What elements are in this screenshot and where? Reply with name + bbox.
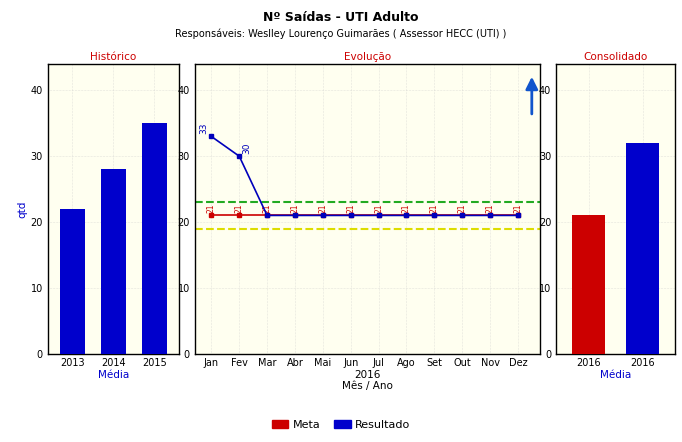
Text: 33: 33: [200, 123, 209, 134]
Text: Responsáveis: Weslley Lourenço Guimarães ( Assessor HECC (UTI) ): Responsáveis: Weslley Lourenço Guimarães…: [175, 29, 507, 39]
Title: Consolidado: Consolidado: [584, 52, 648, 62]
Text: 21: 21: [584, 219, 593, 230]
Bar: [101, 169, 125, 354]
Text: 21: 21: [486, 204, 494, 213]
Text: 35: 35: [150, 126, 159, 138]
Y-axis label: qtd: qtd: [18, 200, 28, 217]
Text: 21: 21: [318, 204, 327, 213]
Text: Nº Saídas - UTI Adulto: Nº Saídas - UTI Adulto: [263, 11, 419, 24]
Text: 21: 21: [402, 204, 411, 213]
Text: 21: 21: [430, 204, 439, 213]
Title: Evolução: Evolução: [344, 52, 391, 62]
Text: 22: 22: [68, 212, 77, 223]
Title: Histórico: Histórico: [90, 52, 136, 62]
Text: 21: 21: [346, 204, 355, 213]
Text: 28: 28: [108, 173, 118, 184]
Bar: [572, 215, 605, 354]
Bar: [60, 209, 85, 354]
Text: 32: 32: [638, 146, 647, 158]
Legend: Meta, Resultado: Meta, Resultado: [267, 415, 415, 434]
Text: 21: 21: [263, 204, 271, 213]
Text: 21: 21: [374, 204, 383, 213]
Bar: [142, 123, 166, 354]
Text: 21: 21: [458, 204, 466, 213]
Text: 30: 30: [242, 143, 251, 154]
Text: 21: 21: [207, 204, 216, 213]
X-axis label: Média: Média: [98, 370, 129, 380]
Text: 21: 21: [291, 204, 299, 213]
X-axis label: Média: Média: [600, 370, 632, 380]
Bar: [627, 143, 659, 354]
X-axis label: 2016
Mês / Ano: 2016 Mês / Ano: [342, 370, 393, 392]
Text: 21: 21: [514, 204, 522, 213]
Text: 21: 21: [235, 204, 243, 213]
